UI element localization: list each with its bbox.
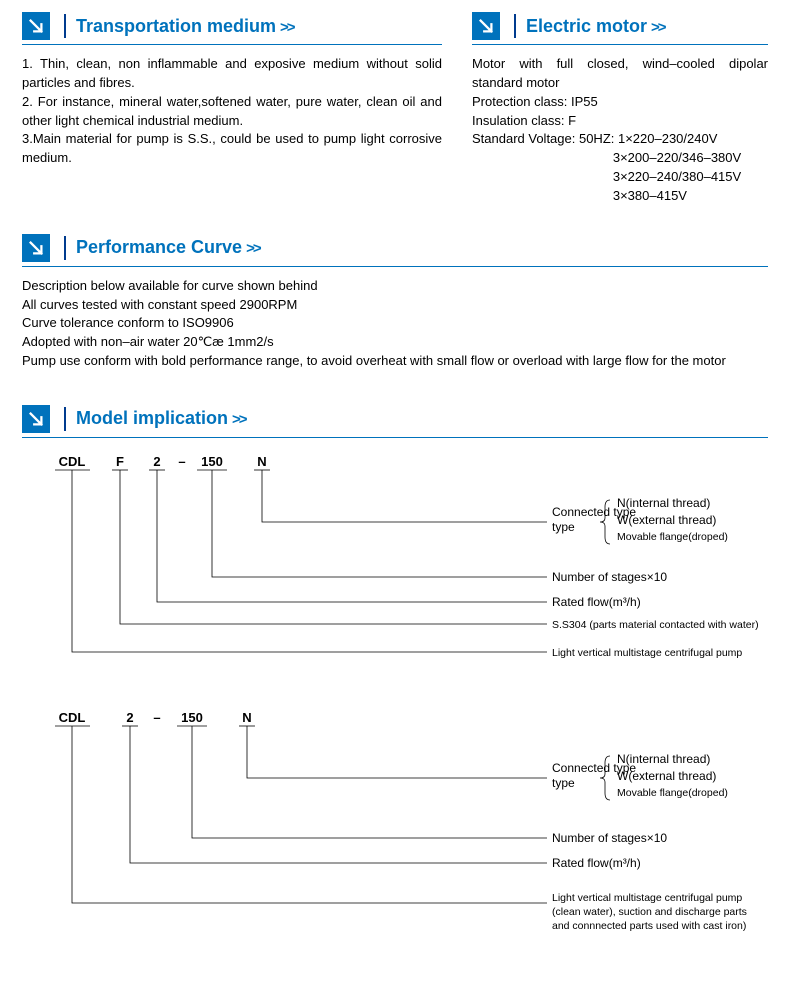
vline-icon [64,236,66,260]
code-cdl: CDL [59,454,86,469]
transport-line: 2. For instance, mineral water,softened … [22,93,442,131]
code-150: 150 [181,710,203,725]
model-header: Model implication >> [22,405,768,438]
transport-line: 1. Thin, clean, non inflammable and expo… [22,55,442,93]
chevron-icon: >> [280,19,294,36]
transport-body: 1. Thin, clean, non inflammable and expo… [22,55,442,168]
arrow-icon [22,405,50,433]
code-n: N [242,710,251,725]
perf-line: Curve tolerance conform to ISO9906 [22,314,768,333]
motor-header: Electric motor >> [472,12,768,45]
diagram-svg: CDL 2 – 150 N Connected type type N(inte… [42,708,762,958]
perf-section: Performance Curve >> Description below a… [22,234,768,371]
perf-line: Description below available for curve sh… [22,277,768,296]
conn-label2: type [552,520,575,534]
model-title-text: Model implication [76,408,228,429]
motor-body: Motor with full closed, wind–cooled dipo… [472,55,768,206]
motor-line: Motor with full closed, wind–cooled dipo… [472,55,768,93]
conn-opt: W(external thread) [617,513,716,527]
perf-line: Pump use conform with bold performance r… [22,352,768,371]
motor-line: Protection class: IP55 [472,93,768,112]
motor-title: Electric motor >> [526,16,665,37]
conn-label2: type [552,776,575,790]
code-2: 2 [153,454,160,469]
transport-line: 3.Main material for pump is S.S., could … [22,130,442,168]
motor-line: 3×380–415V [472,187,768,206]
conn-opt: N(internal thread) [617,752,710,766]
code-150: 150 [201,454,223,469]
model-title: Model implication >> [76,408,246,429]
top-row: Transportation medium >> 1. Thin, clean,… [22,12,768,206]
chevron-icon: >> [651,19,665,36]
transport-section: Transportation medium >> 1. Thin, clean,… [22,12,442,206]
model-section: Model implication >> CDL F 2 – 150 N Con… [22,405,768,958]
vline-icon [64,407,66,431]
pump-line: Light vertical multistage centrifugal pu… [552,892,742,904]
arrow-icon [22,234,50,262]
code-n: N [257,454,266,469]
code-f: F [116,454,124,469]
chevron-icon: >> [246,240,260,257]
perf-line: Adopted with non–air water 20℃æ 1mm2/s [22,333,768,352]
motor-line: Standard Voltage: 50HZ: 1×220–230/240V [472,130,768,149]
diagram-svg: CDL F 2 – 150 N Connected type type N(in… [42,452,762,682]
stages: Number of stages×10 [552,831,667,845]
model-diagram-1: CDL F 2 – 150 N Connected type type N(in… [42,452,768,682]
arrow-icon [472,12,500,40]
conn-opt: Movable flange(droped) [617,531,728,543]
rated: Rated flow(m³/h) [552,856,641,870]
transport-title-text: Transportation medium [76,16,276,37]
code-2: 2 [126,710,133,725]
vline-icon [514,14,516,38]
arrow-icon [22,12,50,40]
code-dash: – [153,710,160,725]
motor-section: Electric motor >> Motor with full closed… [472,12,768,206]
motor-title-text: Electric motor [526,16,647,37]
rated: Rated flow(m³/h) [552,595,641,609]
motor-line: 3×200–220/346–380V [472,149,768,168]
vline-icon [64,14,66,38]
code-dash: – [178,454,185,469]
pump-line: (clean water), suction and discharge par… [552,906,747,918]
perf-header: Performance Curve >> [22,234,768,267]
perf-title: Performance Curve >> [76,237,260,258]
motor-line: Insulation class: F [472,112,768,131]
code-cdl: CDL [59,710,86,725]
perf-line: All curves tested with constant speed 29… [22,296,768,315]
conn-opt: N(internal thread) [617,496,710,510]
chevron-icon: >> [232,411,246,428]
stages: Number of stages×10 [552,570,667,584]
conn-opt: Movable flange(droped) [617,787,728,799]
pump: Light vertical multistage centrifugal pu… [552,647,742,659]
model-diagram-2: CDL 2 – 150 N Connected type type N(inte… [42,708,768,958]
pump-line: and connnected parts used with cast iron… [552,920,746,932]
transport-header: Transportation medium >> [22,12,442,45]
ss: S.S304 (parts material contacted with wa… [552,619,759,631]
conn-opt: W(external thread) [617,769,716,783]
transport-title: Transportation medium >> [76,16,294,37]
motor-line: 3×220–240/380–415V [472,168,768,187]
perf-body: Description below available for curve sh… [22,277,768,371]
perf-title-text: Performance Curve [76,237,242,258]
